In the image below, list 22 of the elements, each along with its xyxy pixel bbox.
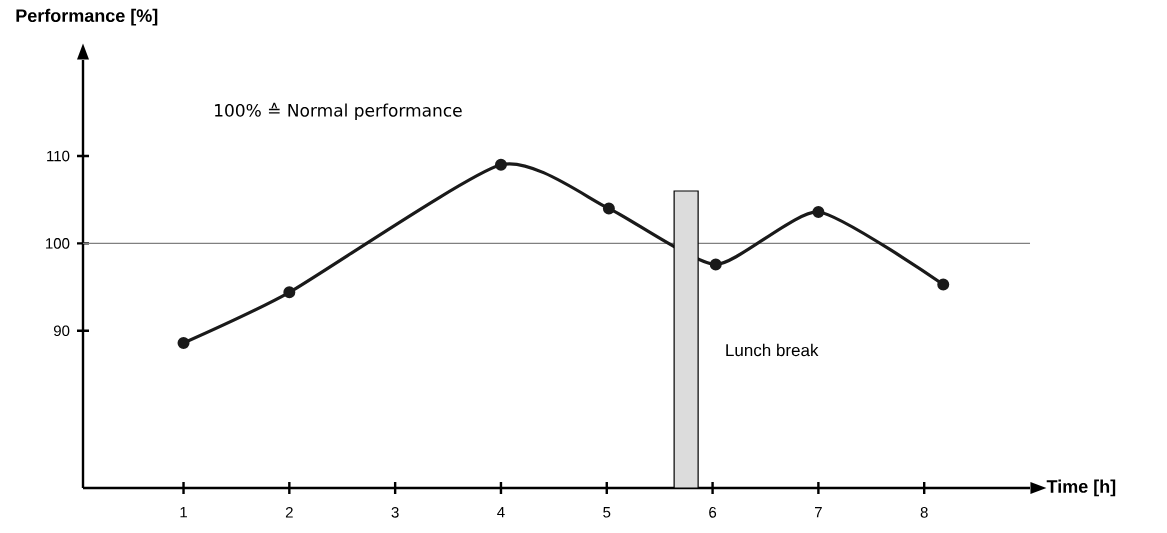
y-tick-label: 100 xyxy=(46,238,70,249)
x-tick-label: 8 xyxy=(920,507,928,518)
x-tick-label: 6 xyxy=(709,507,717,518)
point xyxy=(709,258,722,271)
point xyxy=(494,158,507,171)
point xyxy=(937,278,950,291)
x-axis-title: Time [h] xyxy=(1046,479,1116,497)
x-tick-label: 4 xyxy=(497,507,505,518)
x-tick-label: 1 xyxy=(180,507,187,518)
point xyxy=(177,337,190,349)
point xyxy=(602,202,615,215)
x-tick-label: 2 xyxy=(285,507,293,518)
point xyxy=(812,205,825,218)
x-tick-label: 3 xyxy=(391,507,399,518)
annotation: 100% ≙ Normal performance xyxy=(215,102,462,121)
x-tick-label: 5 xyxy=(603,507,611,518)
y-tick-label: 90 xyxy=(53,325,70,337)
annotation: Lunch break xyxy=(726,343,819,357)
point xyxy=(283,286,296,299)
y-axis-title: Performance [%] xyxy=(16,8,158,26)
y-tick-label: 110 xyxy=(47,150,70,162)
x-tick-label: 7 xyxy=(815,507,822,518)
